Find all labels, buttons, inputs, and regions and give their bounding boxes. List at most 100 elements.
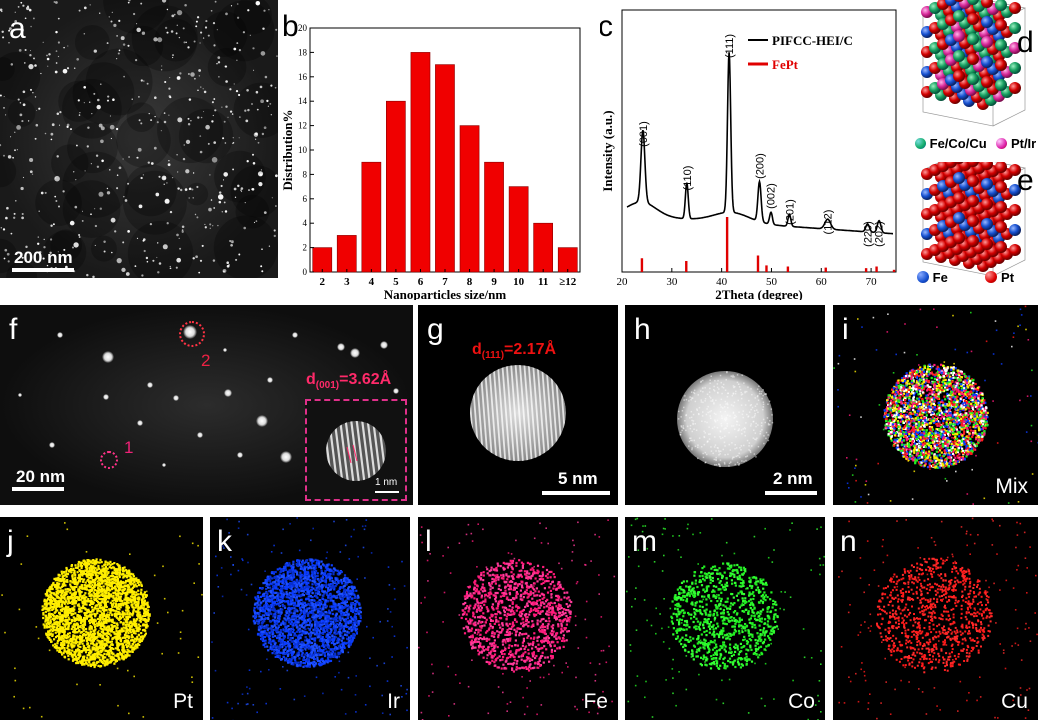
- y-tick-label: 20: [298, 23, 308, 33]
- panel-label-m: m: [632, 525, 657, 558]
- peak-label: (200): [754, 153, 766, 179]
- legend-e-pt-ball-icon: [985, 271, 998, 283]
- xrd-plot: (001) (110) (111) (200) (002) (201) (112) (220)…: [600, 9, 897, 300]
- y-axis-label: Distribution%: [280, 110, 295, 191]
- histogram-bar-6: [410, 52, 431, 273]
- panel-label-e: e: [1017, 164, 1034, 197]
- x-tick-label: 9: [491, 276, 497, 288]
- cu-map-dots: [838, 517, 1038, 720]
- panel-label-i: i: [842, 313, 849, 346]
- panel-g-hrtem: g d(111)=2.17Å 5 nm: [418, 305, 618, 505]
- panel-f-haadf: f 2 1 d(001)=3.62Å 1 nm 20 nm: [0, 305, 413, 505]
- x-tick-label: 60: [816, 276, 828, 288]
- legend-d-ball-a-icon: [915, 138, 926, 149]
- scalebar-a: [12, 268, 74, 272]
- panel-l-fe-map: l Fe: [418, 517, 618, 720]
- panel-h-particle: [677, 371, 774, 468]
- scalebar-label-a: 200 nm: [14, 248, 73, 267]
- panel-label-d: d: [1017, 26, 1034, 59]
- panel-a-tem: a 200 nm: [0, 0, 278, 278]
- y-tick-label: 2: [303, 243, 308, 253]
- panel-c-xrd: c (001) (110) (111) (200) (002) (201) (112) (22…: [600, 0, 900, 300]
- x-tick-label: 7: [442, 276, 448, 288]
- y-tick-label: 16: [298, 72, 308, 82]
- legend-e-fe-pt: Fe Pt: [917, 270, 1014, 285]
- legend-e-fe-ball-icon: [917, 271, 929, 283]
- x-tick-label: 8: [467, 276, 473, 288]
- co-map-dots: [626, 517, 825, 720]
- histogram-bar-≥12: [557, 247, 578, 273]
- particle-label-2: 2: [201, 351, 211, 370]
- histogram-bar-8: [459, 125, 480, 273]
- x-axis-label: Nanoparticles size/nm: [384, 287, 507, 300]
- map-label-co: Co: [788, 690, 815, 713]
- legend-d-fe-co-cu: Fe/Co/Cu Pt/Ir: [915, 136, 1036, 151]
- x-tick-label: 6: [418, 276, 424, 288]
- x-tick-label: 2: [320, 276, 326, 288]
- scalebar-label-h: 2 nm: [773, 469, 813, 488]
- peak-label: (002): [765, 183, 777, 209]
- scalebar-label-g: 5 nm: [558, 469, 598, 488]
- histogram-bar-10: [508, 186, 529, 273]
- peak-label: (202): [874, 221, 886, 247]
- particle-marker-2: [179, 321, 205, 347]
- panel-k-ir-map: k Ir: [210, 517, 410, 720]
- map-label-cu: Cu: [1001, 690, 1028, 713]
- d-spacing-111: d(111)=2.17Å: [472, 341, 557, 362]
- mix-map-dots: [833, 305, 1038, 505]
- map-label-pt: Pt: [173, 690, 193, 713]
- map-label-mix: Mix: [995, 475, 1028, 498]
- particle-label-1: 1: [124, 438, 134, 457]
- panel-e-structure: e Fe Pt: [905, 162, 1046, 300]
- x-tick-label: ≥12: [559, 276, 577, 288]
- y-tick-label: 4: [303, 218, 308, 228]
- x-tick-label: 3: [344, 276, 350, 288]
- panel-h-haadf: h 2 nm: [625, 305, 825, 505]
- histogram-bar-11: [533, 222, 554, 273]
- x-tick-label: 11: [538, 276, 548, 288]
- structure-e-lattice: [921, 162, 1027, 277]
- inset-lattice: [326, 421, 386, 481]
- legend-e-label-pt: Pt: [1001, 270, 1015, 285]
- histogram-bar-2: [312, 247, 333, 273]
- y-tick-label: 12: [298, 121, 307, 131]
- panel-n-cu-map: n Cu: [833, 517, 1038, 720]
- legend-e-label-fe: Fe: [932, 270, 948, 285]
- x-tick-label: 30: [666, 276, 678, 288]
- histogram-plot: 2 3 4 5 6 7 8 9 10 11 ≥12 0 2 4 6 8 10 12 14 16 18 20 Nanopart…: [280, 23, 581, 300]
- scalebar-label-f-inset: 1 nm: [375, 477, 398, 488]
- pt-map-dots: [1, 522, 203, 718]
- panel-label-k: k: [217, 525, 232, 558]
- particle-marker-1: [100, 451, 118, 469]
- peak-label: (110): [682, 166, 694, 191]
- legend-label: PIFCC-HEI/C: [772, 33, 853, 48]
- scalebar-label-f: 20 nm: [16, 467, 66, 486]
- map-label-fe: Fe: [583, 690, 608, 713]
- panel-label-b: b: [282, 10, 299, 43]
- peak-label: (001): [638, 121, 650, 147]
- panel-i-mix-map: i Mix: [833, 305, 1038, 505]
- histogram-bar-3: [336, 235, 357, 273]
- x-tick-label: 5: [393, 276, 399, 288]
- panel-label-l: l: [425, 525, 432, 558]
- fe-map-dots: [418, 519, 616, 720]
- legend-d-label-a: Fe/Co/Cu: [929, 136, 987, 151]
- panel-m-co-map: m Co: [625, 517, 825, 720]
- x-tick-label: 20: [617, 276, 629, 288]
- x-tick-label: 10: [513, 276, 525, 288]
- y-axis-label: Intensity (a.u.): [600, 110, 615, 191]
- xrd-frame: [621, 9, 897, 273]
- legend-d-label-b: Pt/Ir: [1010, 136, 1037, 151]
- peak-label: (111): [724, 34, 736, 58]
- y-tick-label: 14: [298, 96, 308, 106]
- structure-d-lattice: [921, 0, 1027, 127]
- d-spacing-001: d(001)=3.62Å: [306, 371, 392, 392]
- histogram-bar-4: [361, 161, 382, 273]
- map-label-ir: Ir: [387, 690, 400, 713]
- panel-a-particles: [0, 0, 278, 278]
- panel-g-particle: [470, 365, 566, 461]
- legend-label: FePt: [772, 57, 799, 72]
- panel-b-histogram: b 2 3 4 5 6 7 8 9 10 11 ≥12 0 2 4 6 8 10 12 14 16 18 20 Nanopa…: [280, 0, 600, 300]
- scalebar-h: [765, 491, 817, 495]
- peak-label: (201): [784, 199, 796, 225]
